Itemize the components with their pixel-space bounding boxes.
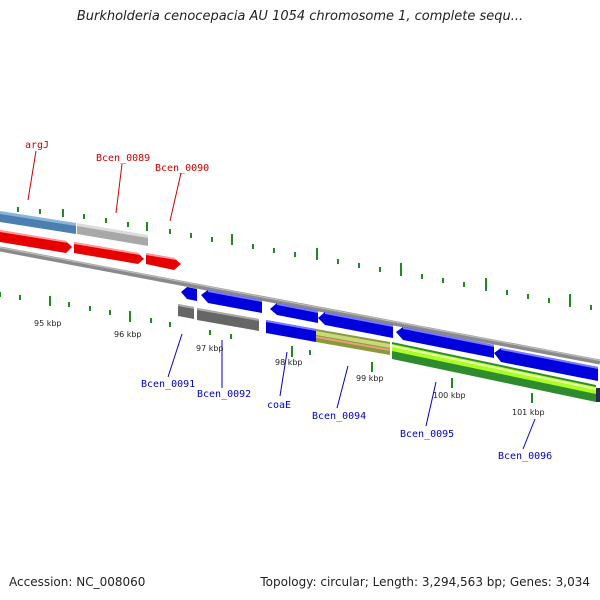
gene-arrow-red-3[interactable]: [146, 253, 181, 270]
gene-label-coaE[interactable]: coaE: [267, 400, 291, 411]
accession-text: Accession: NC_008060: [9, 575, 146, 589]
gene-arrow-blue-1[interactable]: [181, 287, 197, 301]
gene-label-Bcen_0090[interactable]: Bcen_0090: [155, 163, 209, 174]
gene-label-Bcen_0095[interactable]: Bcen_0095: [400, 429, 454, 440]
kbp-label: 97 kbp: [196, 344, 224, 353]
gene-block-Bcen_0089[interactable]: [77, 224, 148, 246]
forward-gene-labels: argJ Bcen_0089 Bcen_0090: [25, 140, 209, 174]
gene-block-argJ[interactable]: [0, 212, 76, 234]
backbone: [0, 246, 600, 365]
forward-track-upper: [0, 211, 148, 246]
gene-arrow-blue-5[interactable]: [396, 327, 494, 358]
kbp-label: 98 kbp: [275, 358, 303, 367]
gene-arrow-blue-6[interactable]: [494, 348, 598, 381]
forward-ticks: [17, 207, 592, 310]
map-title: Burkholderia cenocepacia AU 1054 chromos…: [76, 9, 524, 24]
gene-label-Bcen_0089[interactable]: Bcen_0089: [96, 153, 150, 164]
reverse-ticks: [0, 292, 533, 403]
kbp-label: 95 kbp: [34, 319, 62, 328]
forward-leaders: [27, 150, 182, 222]
gene-block-grey-2[interactable]: [197, 308, 259, 331]
kbp-label: 99 kbp: [356, 374, 384, 383]
reverse-leaders: [167, 333, 536, 450]
gene-arrow-red-1[interactable]: [0, 230, 72, 253]
kbp-labels: 95 kbp 96 kbp 97 kbp 98 kbp 99 kbp 100 k…: [34, 319, 545, 417]
gene-label-Bcen_0094[interactable]: Bcen_0094: [312, 411, 366, 422]
forward-track-lower: [0, 230, 181, 270]
kbp-label: 101 kbp: [512, 408, 545, 417]
gene-arrow-blue-7[interactable]: [266, 320, 316, 342]
reverse-track-upper: [181, 287, 600, 402]
gene-arrow-blue-3[interactable]: [270, 303, 318, 323]
gene-arrow-blue-2[interactable]: [201, 290, 262, 313]
kbp-label: 100 kbp: [433, 391, 466, 400]
topology-summary: Topology: circular; Length: 3,294,563 bp…: [260, 575, 590, 589]
gene-label-argJ[interactable]: argJ: [25, 140, 49, 151]
reverse-track-lower: [178, 304, 596, 402]
gene-label-Bcen_0096[interactable]: Bcen_0096: [498, 451, 552, 462]
gene-label-Bcen_0091[interactable]: Bcen_0091: [141, 379, 195, 390]
gene-label-Bcen_0092[interactable]: Bcen_0092: [197, 389, 251, 400]
reverse-gene-labels: Bcen_0091 Bcen_0092 coaE Bcen_0094 Bcen_…: [141, 379, 552, 462]
gene-arrow-blue-4[interactable]: [318, 312, 393, 338]
kbp-label: 96 kbp: [114, 330, 142, 339]
gene-arrow-red-2[interactable]: [74, 242, 144, 264]
